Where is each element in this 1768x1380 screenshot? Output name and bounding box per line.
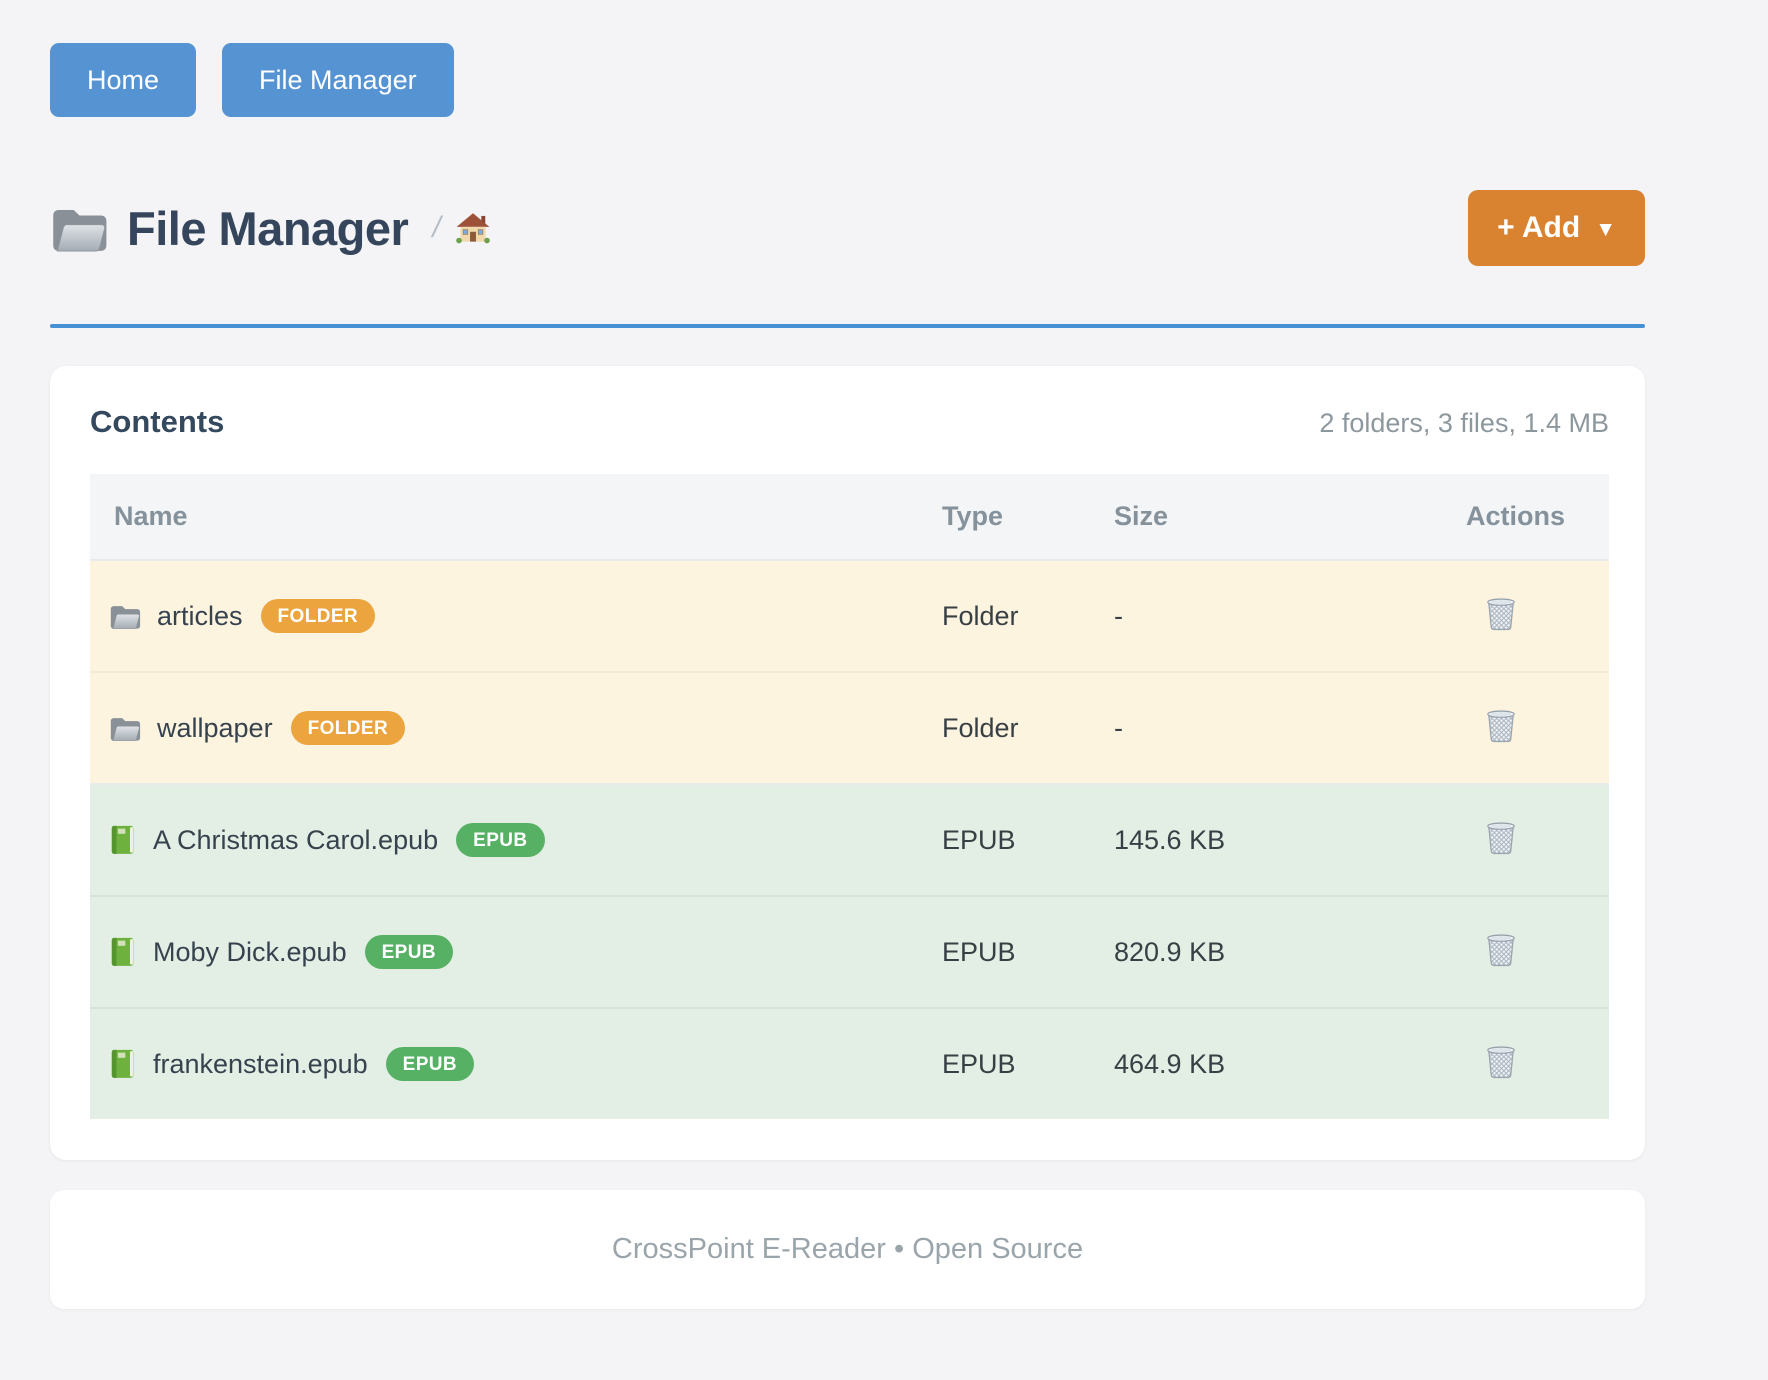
footer-text: CrossPoint E-Reader • Open Source xyxy=(611,1233,1084,1265)
folder-icon xyxy=(53,209,107,252)
actions-cell xyxy=(1466,930,1609,974)
type-badge: FOLDER xyxy=(290,711,406,745)
contents-card-header: Contents 2 folders, 3 files, 1.4 MB xyxy=(90,404,1609,443)
contents-card: Contents 2 folders, 3 files, 1.4 MB Name… xyxy=(50,366,1645,1160)
folder-icon xyxy=(110,717,141,741)
delete-button[interactable] xyxy=(1485,930,1517,967)
header-divider xyxy=(50,324,1645,328)
trash-icon xyxy=(1487,598,1515,631)
file-name: A Christmas Carol.epub xyxy=(153,824,439,855)
nav-file-manager-button[interactable]: File Manager xyxy=(222,43,454,117)
table-row[interactable]: articles FOLDER Folder - xyxy=(90,559,1609,671)
file-type: Folder xyxy=(942,600,1019,631)
file-size: 145.6 KB xyxy=(1114,824,1226,855)
add-button-label: + Add xyxy=(1497,211,1581,244)
folder-icon xyxy=(110,605,141,629)
delete-button[interactable] xyxy=(1485,1042,1517,1079)
table-row[interactable]: Moby Dick.epub EPUB EPUB 820.9 KB xyxy=(90,895,1609,1007)
column-header-size: Size xyxy=(1114,501,1169,531)
file-size: - xyxy=(1114,600,1123,631)
table-row[interactable]: frankenstein.epub EPUB EPUB 464.9 KB xyxy=(90,1007,1609,1119)
file-type: Folder xyxy=(942,712,1019,743)
top-navigation: Home File Manager xyxy=(50,0,1645,117)
file-size: - xyxy=(1114,712,1123,743)
file-type: EPUB xyxy=(942,936,1016,967)
trash-icon xyxy=(1487,1046,1515,1079)
delete-button[interactable] xyxy=(1485,594,1517,631)
type-badge: FOLDER xyxy=(260,599,376,633)
chevron-down-icon: ▼ xyxy=(1595,217,1616,241)
column-header-type: Type xyxy=(942,501,1004,531)
green-book-icon xyxy=(111,938,134,966)
table-row[interactable]: A Christmas Carol.epub EPUB EPUB 145.6 K… xyxy=(90,783,1609,895)
actions-cell xyxy=(1466,706,1609,750)
table-header-row: Name Type Size Actions xyxy=(90,474,1609,559)
type-badge: EPUB xyxy=(364,935,453,969)
delete-button[interactable] xyxy=(1485,818,1517,855)
file-name: Moby Dick.epub xyxy=(153,936,347,967)
trash-icon xyxy=(1487,710,1515,743)
actions-cell xyxy=(1466,594,1609,638)
type-badge: EPUB xyxy=(385,1047,475,1081)
page-title: File Manager xyxy=(127,201,409,255)
file-size: 464.9 KB xyxy=(1114,1048,1226,1079)
type-badge: EPUB xyxy=(456,823,545,857)
home-icon[interactable] xyxy=(455,211,491,246)
trash-icon xyxy=(1487,822,1515,855)
green-book-icon xyxy=(111,1050,134,1078)
file-name: articles xyxy=(157,600,243,631)
column-header-name: Name xyxy=(114,501,188,531)
file-size: 820.9 KB xyxy=(1114,936,1226,967)
file-name-cell[interactable]: A Christmas Carol.epub EPUB xyxy=(90,823,942,857)
file-name-cell[interactable]: frankenstein.epub EPUB xyxy=(90,1047,942,1081)
table-row[interactable]: wallpaper FOLDER Folder - xyxy=(90,671,1609,783)
breadcrumb-separator: / xyxy=(432,211,441,244)
delete-button[interactable] xyxy=(1485,706,1517,743)
title-group: File Manager / xyxy=(50,201,1468,256)
file-name-cell[interactable]: articles FOLDER xyxy=(90,599,942,633)
add-button[interactable]: + Add ▼ xyxy=(1468,190,1645,266)
file-name: wallpaper xyxy=(157,712,273,743)
footer: CrossPoint E-Reader • Open Source xyxy=(50,1190,1645,1309)
column-header-actions: Actions xyxy=(1466,501,1566,531)
file-type: EPUB xyxy=(942,1048,1016,1079)
file-name: frankenstein.epub xyxy=(153,1048,368,1079)
file-name-cell[interactable]: wallpaper FOLDER xyxy=(90,711,942,745)
trash-icon xyxy=(1487,934,1515,967)
file-type: EPUB xyxy=(942,824,1016,855)
contents-title: Contents xyxy=(90,404,225,439)
actions-cell xyxy=(1466,1042,1609,1086)
green-book-icon xyxy=(111,826,134,854)
page-header: File Manager / + Add ▼ xyxy=(50,190,1645,266)
table-body: articles FOLDER Folder - xyxy=(90,559,1609,1119)
file-table: Name Type Size Actions articles FOLDER F… xyxy=(90,474,1609,1119)
actions-cell xyxy=(1466,818,1609,862)
nav-home-button[interactable]: Home xyxy=(50,43,197,117)
file-name-cell[interactable]: Moby Dick.epub EPUB xyxy=(90,935,942,969)
contents-summary: 2 folders, 3 files, 1.4 MB xyxy=(1319,408,1609,438)
